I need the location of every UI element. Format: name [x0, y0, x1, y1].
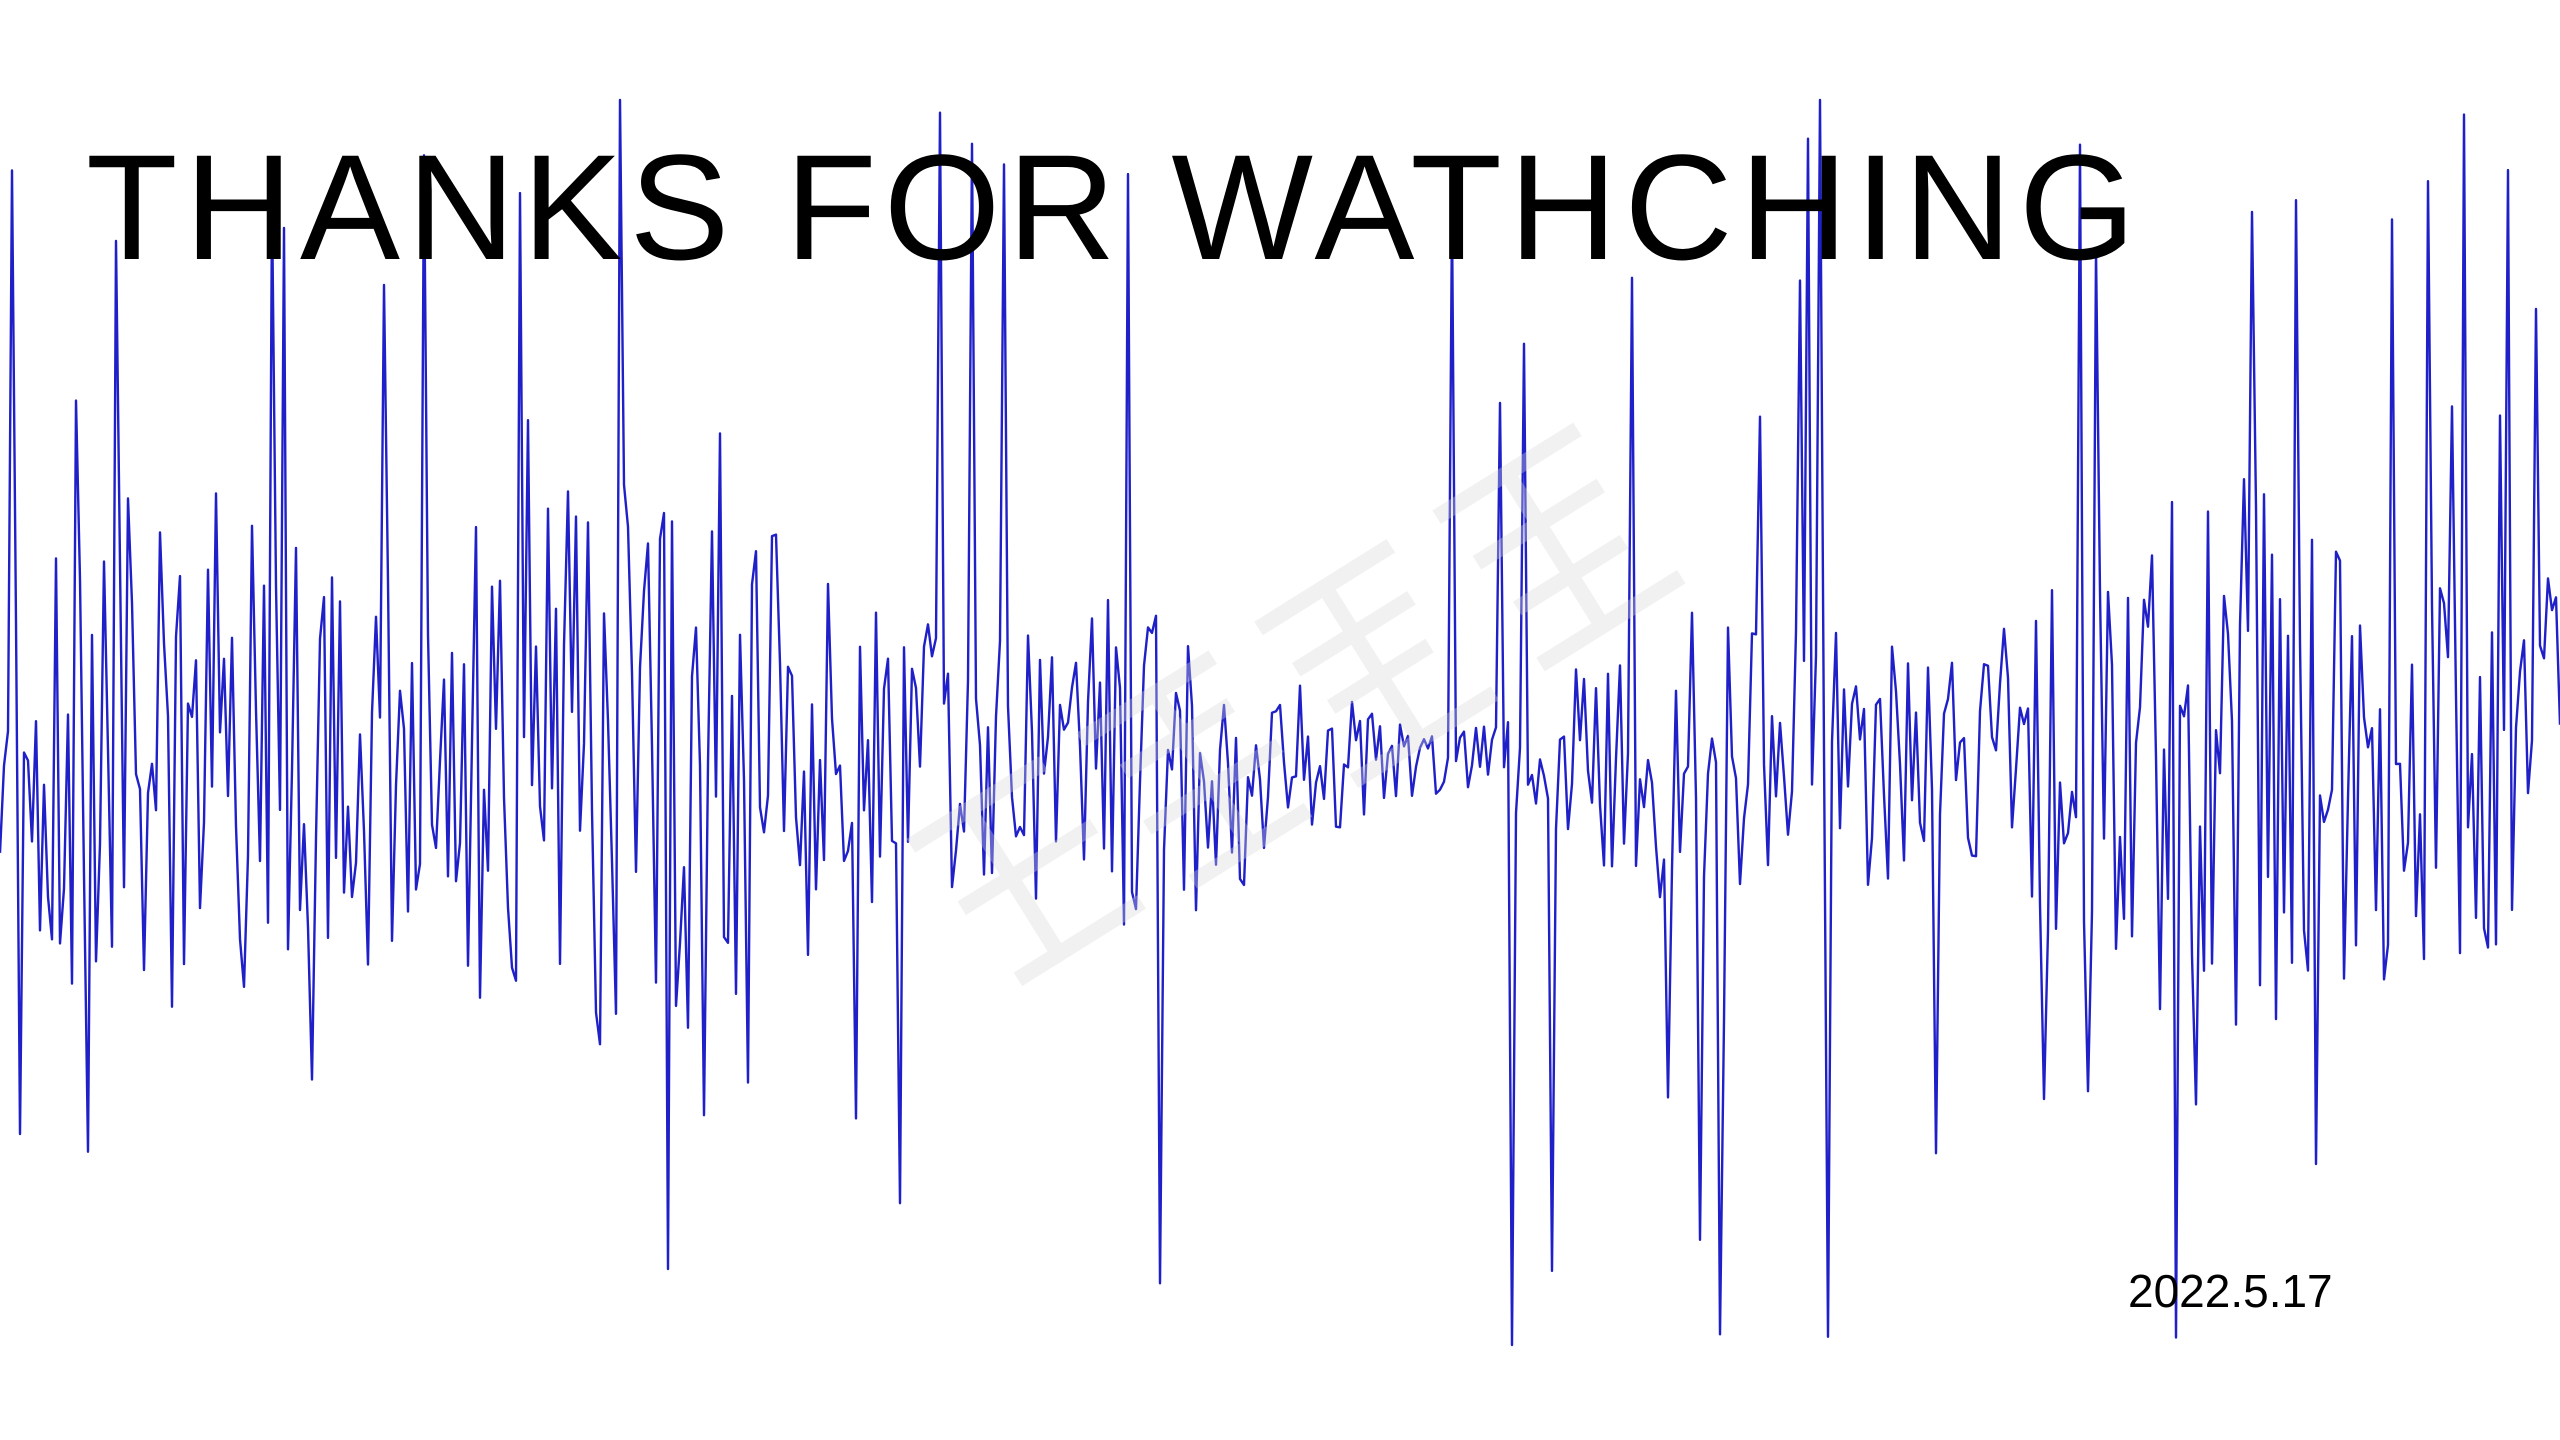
presentation-date: 2022.5.17 [2128, 1265, 2333, 1317]
slide-title: THANKS FOR WATHCHING [86, 123, 2143, 291]
watermark-logo [906, 422, 1686, 987]
